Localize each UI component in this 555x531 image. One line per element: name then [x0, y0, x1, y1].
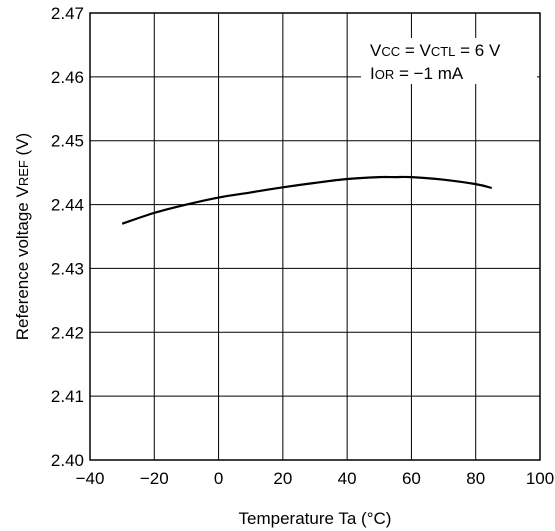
y-tick-label: 2.46	[51, 68, 84, 87]
x-tick-label: 0	[214, 469, 223, 488]
y-tick-label: 2.44	[51, 196, 84, 215]
y-axis-label-sub: REF	[16, 160, 31, 186]
x-tick-label: −40	[76, 469, 105, 488]
x-tick-label: 40	[338, 469, 357, 488]
y-tick-label: 2.47	[51, 4, 84, 23]
annotation-subscript: OR	[375, 67, 395, 82]
grid-lines	[90, 13, 540, 460]
plot-frame	[89, 12, 541, 461]
annotation-text: = 6 V	[455, 41, 501, 60]
annotation-subscript: CC	[381, 44, 400, 59]
annotation-subscript: CTL	[431, 44, 456, 59]
x-tick-label: 20	[273, 469, 292, 488]
x-tick-labels: −40 −20 0 20 40 60 80 100	[76, 469, 555, 488]
y-tick-labels: 2.40 2.41 2.42 2.43 2.44 2.45 2.46 2.47	[51, 4, 84, 470]
x-tick-label: −20	[140, 469, 169, 488]
annotation-line-2: IOR = −1 mA	[370, 64, 464, 83]
series-group	[121, 175, 493, 225]
y-axis-label: Reference voltage VREF (V)	[13, 133, 32, 340]
y-axis-label-main: Reference voltage V	[13, 186, 32, 341]
x-tick-label: 100	[526, 469, 554, 488]
annotation-line-1: VCC = VCTL = 6 V	[370, 41, 501, 60]
annotation-text: I	[370, 64, 375, 83]
condition-annotation: VCC = VCTL = 6 V IOR = −1 mA	[361, 38, 537, 84]
y-tick-label: 2.45	[51, 132, 84, 151]
annotation-text: V	[370, 41, 382, 60]
series-line	[121, 175, 493, 225]
annotation-text: = V	[400, 41, 431, 60]
x-tick-label: 80	[466, 469, 485, 488]
y-tick-label: 2.41	[51, 387, 84, 406]
annotation-text: = −1 mA	[394, 64, 464, 83]
y-axis-label-unit: (V)	[13, 133, 32, 160]
annotation-background	[361, 38, 537, 84]
y-tick-label: 2.43	[51, 259, 84, 278]
y-tick-label: 2.40	[51, 451, 84, 470]
y-tick-label: 2.42	[51, 323, 84, 342]
x-axis-label: Temperature Ta (°C)	[239, 509, 392, 528]
x-tick-label: 60	[402, 469, 421, 488]
